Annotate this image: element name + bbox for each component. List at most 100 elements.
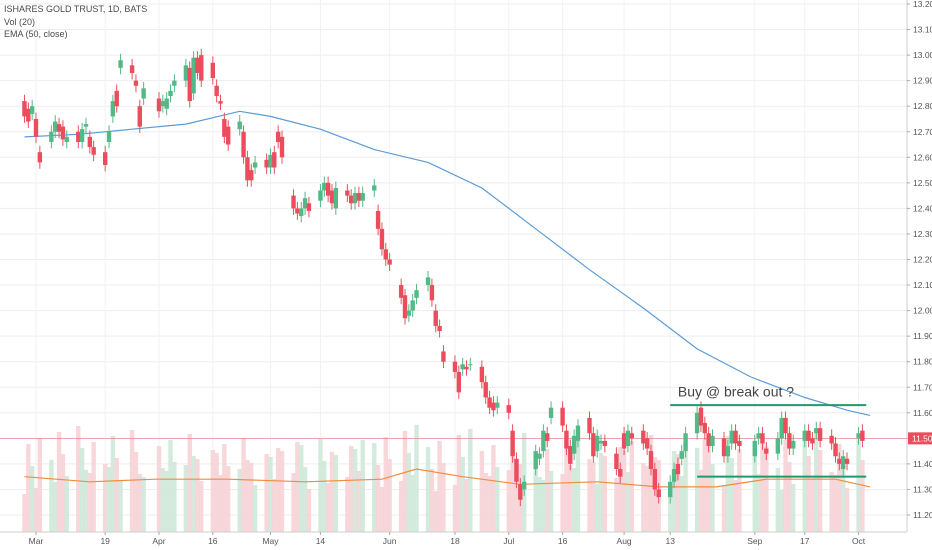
- candle-body: [160, 101, 166, 107]
- volume-bar: [379, 487, 385, 532]
- price-tick-label: 12.60: [913, 152, 932, 162]
- candle-body: [840, 456, 846, 470]
- time-axis[interactable]: Mar 19 Apr 16 May 14 Jun 18 Jul 16 Aug 13 Sep 17 Oct: [0, 531, 907, 546]
- volume-bar: [114, 458, 119, 532]
- candle-body: [352, 193, 358, 204]
- volume-bar: [437, 441, 442, 532]
- legend-vol[interactable]: Vol (20): [4, 16, 36, 27]
- candle-body: [810, 438, 815, 444]
- candle-body: [318, 190, 323, 201]
- candle-body: [410, 300, 415, 311]
- price-tick-label: 13.00: [913, 50, 932, 60]
- candle-body: [272, 152, 277, 168]
- volume-bar: [156, 446, 162, 532]
- price-tick-label: 11.80: [913, 357, 932, 367]
- candle-body: [49, 131, 54, 142]
- candle-body: [587, 417, 592, 434]
- candle-body: [249, 170, 254, 181]
- candle-body: [333, 187, 339, 209]
- candle-body: [387, 259, 392, 265]
- candle-body: [302, 198, 308, 209]
- volume-bar: [452, 485, 458, 532]
- volume-bar: [218, 475, 223, 532]
- volume-bar: [22, 494, 27, 532]
- volume-bar: [833, 475, 838, 532]
- volume-bar: [433, 491, 438, 532]
- candle-body: [487, 397, 492, 408]
- candles: [22, 48, 865, 507]
- volume-bar: [279, 451, 285, 532]
- candle-body: [56, 124, 62, 132]
- volume-bar: [510, 439, 515, 532]
- time-tick-label: 16: [558, 536, 568, 546]
- volume-bar: [545, 449, 550, 532]
- candle-body: [829, 435, 834, 444]
- candle-body: [425, 277, 431, 286]
- volume-bar: [275, 448, 281, 532]
- legend-title[interactable]: ISHARES GOLD TRUST, 1D, BATS: [4, 4, 148, 14]
- candle-body: [560, 407, 565, 426]
- candle-body: [495, 402, 500, 408]
- volume-bar: [406, 453, 412, 532]
- volume-bar: [506, 470, 511, 532]
- candle-body: [760, 433, 765, 444]
- volume-bar: [614, 478, 619, 532]
- candle-body: [460, 364, 465, 370]
- candle-body: [64, 136, 69, 142]
- candle-body: [372, 185, 377, 191]
- candle-body: [514, 458, 519, 482]
- volume-bar: [64, 476, 69, 532]
- volume-bar: [56, 432, 62, 532]
- volume-bar: [594, 484, 600, 532]
- candle-body: [625, 430, 631, 447]
- candle-body: [679, 451, 684, 459]
- volume-bar: [225, 466, 231, 532]
- candle-body: [671, 469, 677, 482]
- candle-body: [414, 290, 419, 298]
- candle-body: [521, 481, 527, 490]
- candle-body: [252, 162, 258, 168]
- volume-bar: [810, 478, 815, 532]
- candle-body: [787, 433, 792, 449]
- candle-body: [26, 108, 31, 122]
- volume-bar: [199, 481, 204, 532]
- volume-bar: [160, 468, 166, 532]
- candle-body: [218, 101, 223, 104]
- candle-body: [325, 182, 331, 196]
- candle-body: [618, 469, 623, 477]
- candle-body: [464, 366, 469, 370]
- candle-body: [214, 85, 219, 96]
- time-tick-label: Jun: [383, 536, 397, 546]
- volume-bar: [345, 477, 350, 532]
- volume-bar: [252, 485, 258, 532]
- price-tick-label: 12.00: [913, 306, 932, 316]
- volume-bar: [302, 467, 308, 532]
- volume-bar: [591, 462, 596, 532]
- candle-body: [322, 182, 327, 191]
- candle-body: [729, 430, 734, 444]
- price-axis[interactable]: 13.20 13.10 13.00 12.90 12.80 12.70 12.60 12.50…: [906, 0, 932, 532]
- candle-body: [87, 136, 93, 148]
- volume-bar: [840, 466, 846, 532]
- candle-body: [733, 430, 738, 444]
- volume-bar: [764, 446, 769, 532]
- volume-bar: [479, 451, 485, 532]
- candle-body: [479, 366, 485, 383]
- candle-body: [141, 88, 146, 99]
- volume-bar: [168, 440, 173, 532]
- candle-body: [406, 310, 412, 316]
- volume-bar: [264, 454, 269, 532]
- volume-bar: [429, 469, 435, 532]
- candle-body: [187, 67, 192, 102]
- volume-bar: [856, 438, 861, 532]
- volume-bar: [644, 466, 650, 532]
- volume-bar: [487, 476, 492, 532]
- time-tick-label: 19: [100, 536, 110, 546]
- volume-ma-line: [24, 468, 871, 488]
- legend-ema[interactable]: EMA (50, close): [4, 29, 68, 39]
- volume-bar: [375, 465, 381, 532]
- candle-body: [710, 435, 715, 447]
- volume-bar: [241, 438, 246, 532]
- candle-body: [564, 430, 569, 449]
- volume-bar: [668, 482, 673, 532]
